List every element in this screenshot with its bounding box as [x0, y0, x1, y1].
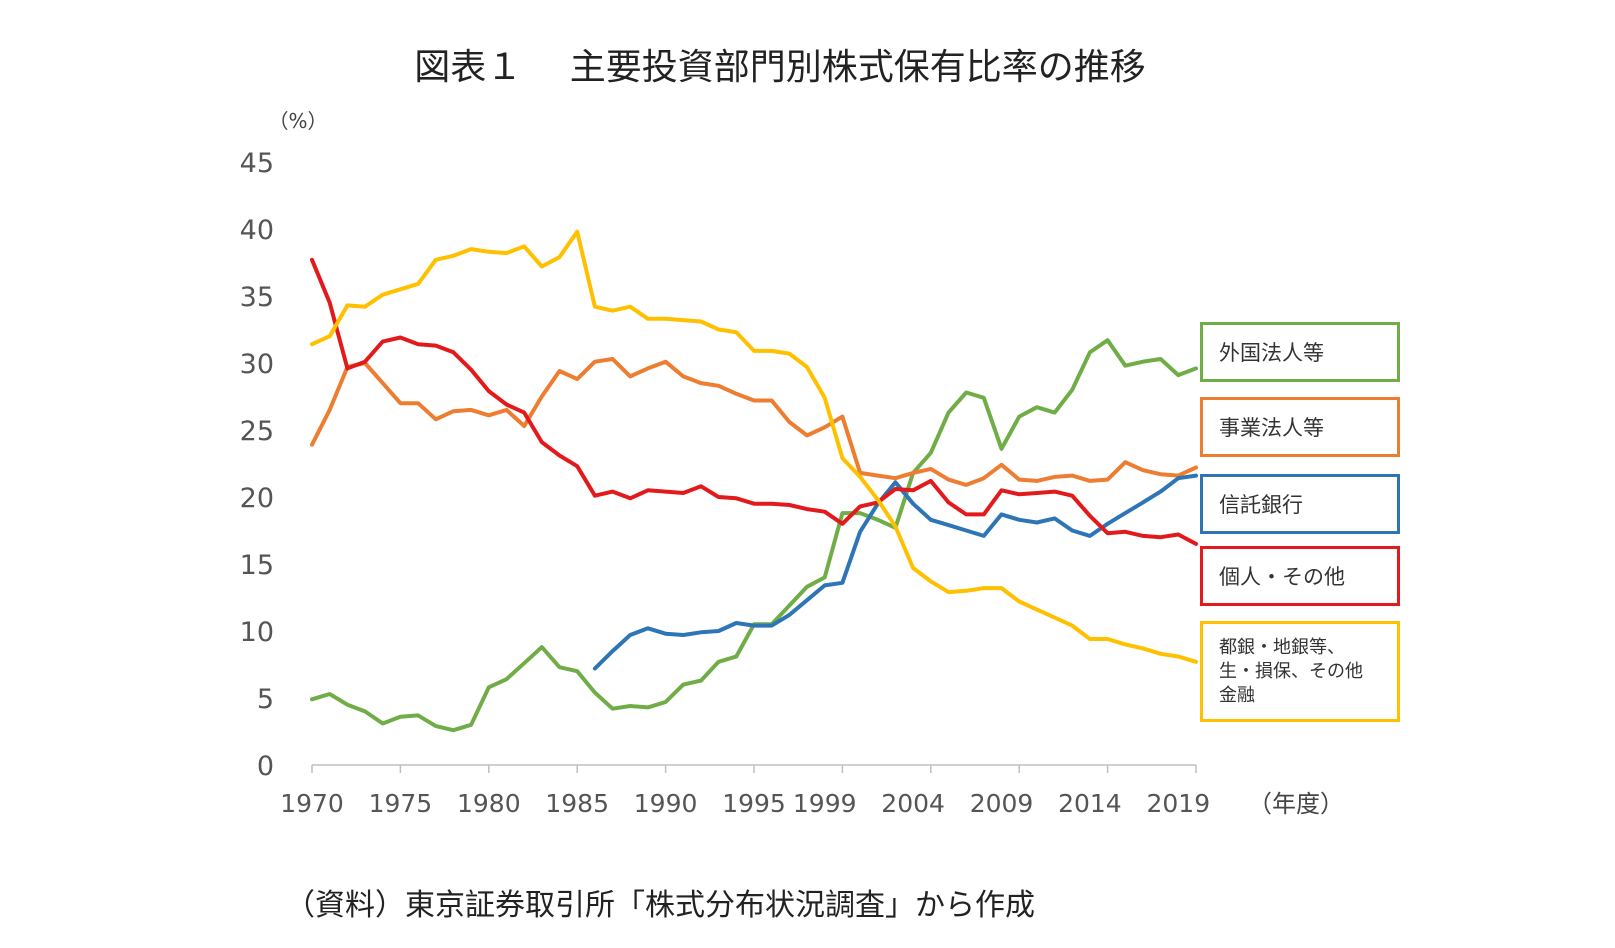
x-tick-label: 2014: [1058, 789, 1122, 818]
legend-item-3: 信託銀行: [1200, 474, 1400, 534]
y-tick-label: 40: [240, 215, 274, 246]
series-line-5: [310, 229, 1198, 664]
legend-label: 個人・その他: [1219, 561, 1345, 591]
y-tick-label: 35: [240, 282, 274, 313]
series-line-3: [592, 473, 1198, 671]
legend-label-line: 都銀・地銀等、: [1219, 637, 1345, 658]
y-tick-label: 10: [240, 617, 274, 648]
legend-label: 事業法人等: [1219, 412, 1324, 442]
legend-label-line: 金融: [1219, 685, 1255, 706]
legend-label-line: 外国法人等: [1219, 341, 1324, 365]
x-tick-label: 1999: [793, 789, 857, 818]
x-tick-label: 1975: [369, 789, 433, 818]
legend-label: 信託銀行: [1219, 489, 1303, 519]
y-tick-label: 5: [257, 684, 274, 715]
x-tick-label: 1980: [457, 789, 521, 818]
x-axis-label: （年度）: [1248, 790, 1344, 818]
y-tick-label: 45: [240, 148, 274, 179]
legend-label: 外国法人等: [1219, 337, 1324, 367]
legend-item-1: 外国法人等: [1200, 322, 1400, 382]
legend-label-line: 事業法人等: [1219, 416, 1324, 440]
x-tick-label: 1985: [545, 789, 609, 818]
legend-label-line: 個人・その他: [1219, 565, 1345, 589]
x-tick-label: 2019: [1147, 789, 1211, 818]
x-tick-label: 1995: [722, 789, 786, 818]
legend-item-4: 個人・その他: [1200, 546, 1400, 606]
source-note: （資料）東京証券取引所「株式分布状況調査」から作成: [285, 888, 1035, 923]
y-axis: （%） 0 5 10 15 20 25 30 35 40 45: [240, 109, 328, 782]
y-tick-label: 30: [240, 349, 274, 380]
y-tick-label: 15: [240, 550, 274, 581]
y-tick-label: 20: [240, 483, 274, 514]
y-tick-label: 0: [257, 751, 274, 782]
y-tick-label: 25: [240, 416, 274, 447]
series-lines: [310, 229, 1198, 733]
series-line-2: [310, 357, 1198, 487]
legend-label-line: 信託銀行: [1219, 493, 1303, 517]
legend-item-5: 都銀・地銀等、 生・損保、その他 金融: [1200, 621, 1400, 722]
x-axis: 1970 1975 1980 1985 1990 1995 1999 2004 2009 2014…: [280, 764, 1344, 818]
legend-label-line: 生・損保、その他: [1219, 661, 1363, 682]
legend-label: 都銀・地銀等、 生・損保、その他 金融: [1219, 636, 1363, 708]
series-line-4: [310, 257, 1198, 546]
x-tick-label: 1970: [280, 789, 344, 818]
legend-item-2: 事業法人等: [1200, 397, 1400, 457]
x-tick-label: 2004: [881, 789, 945, 818]
x-tick-label: 1990: [634, 789, 698, 818]
chart-title: 図表１ 主要投資部門別株式保有比率の推移: [414, 47, 1146, 88]
x-tick-label: 2009: [970, 789, 1034, 818]
y-axis-label: （%）: [268, 109, 327, 133]
